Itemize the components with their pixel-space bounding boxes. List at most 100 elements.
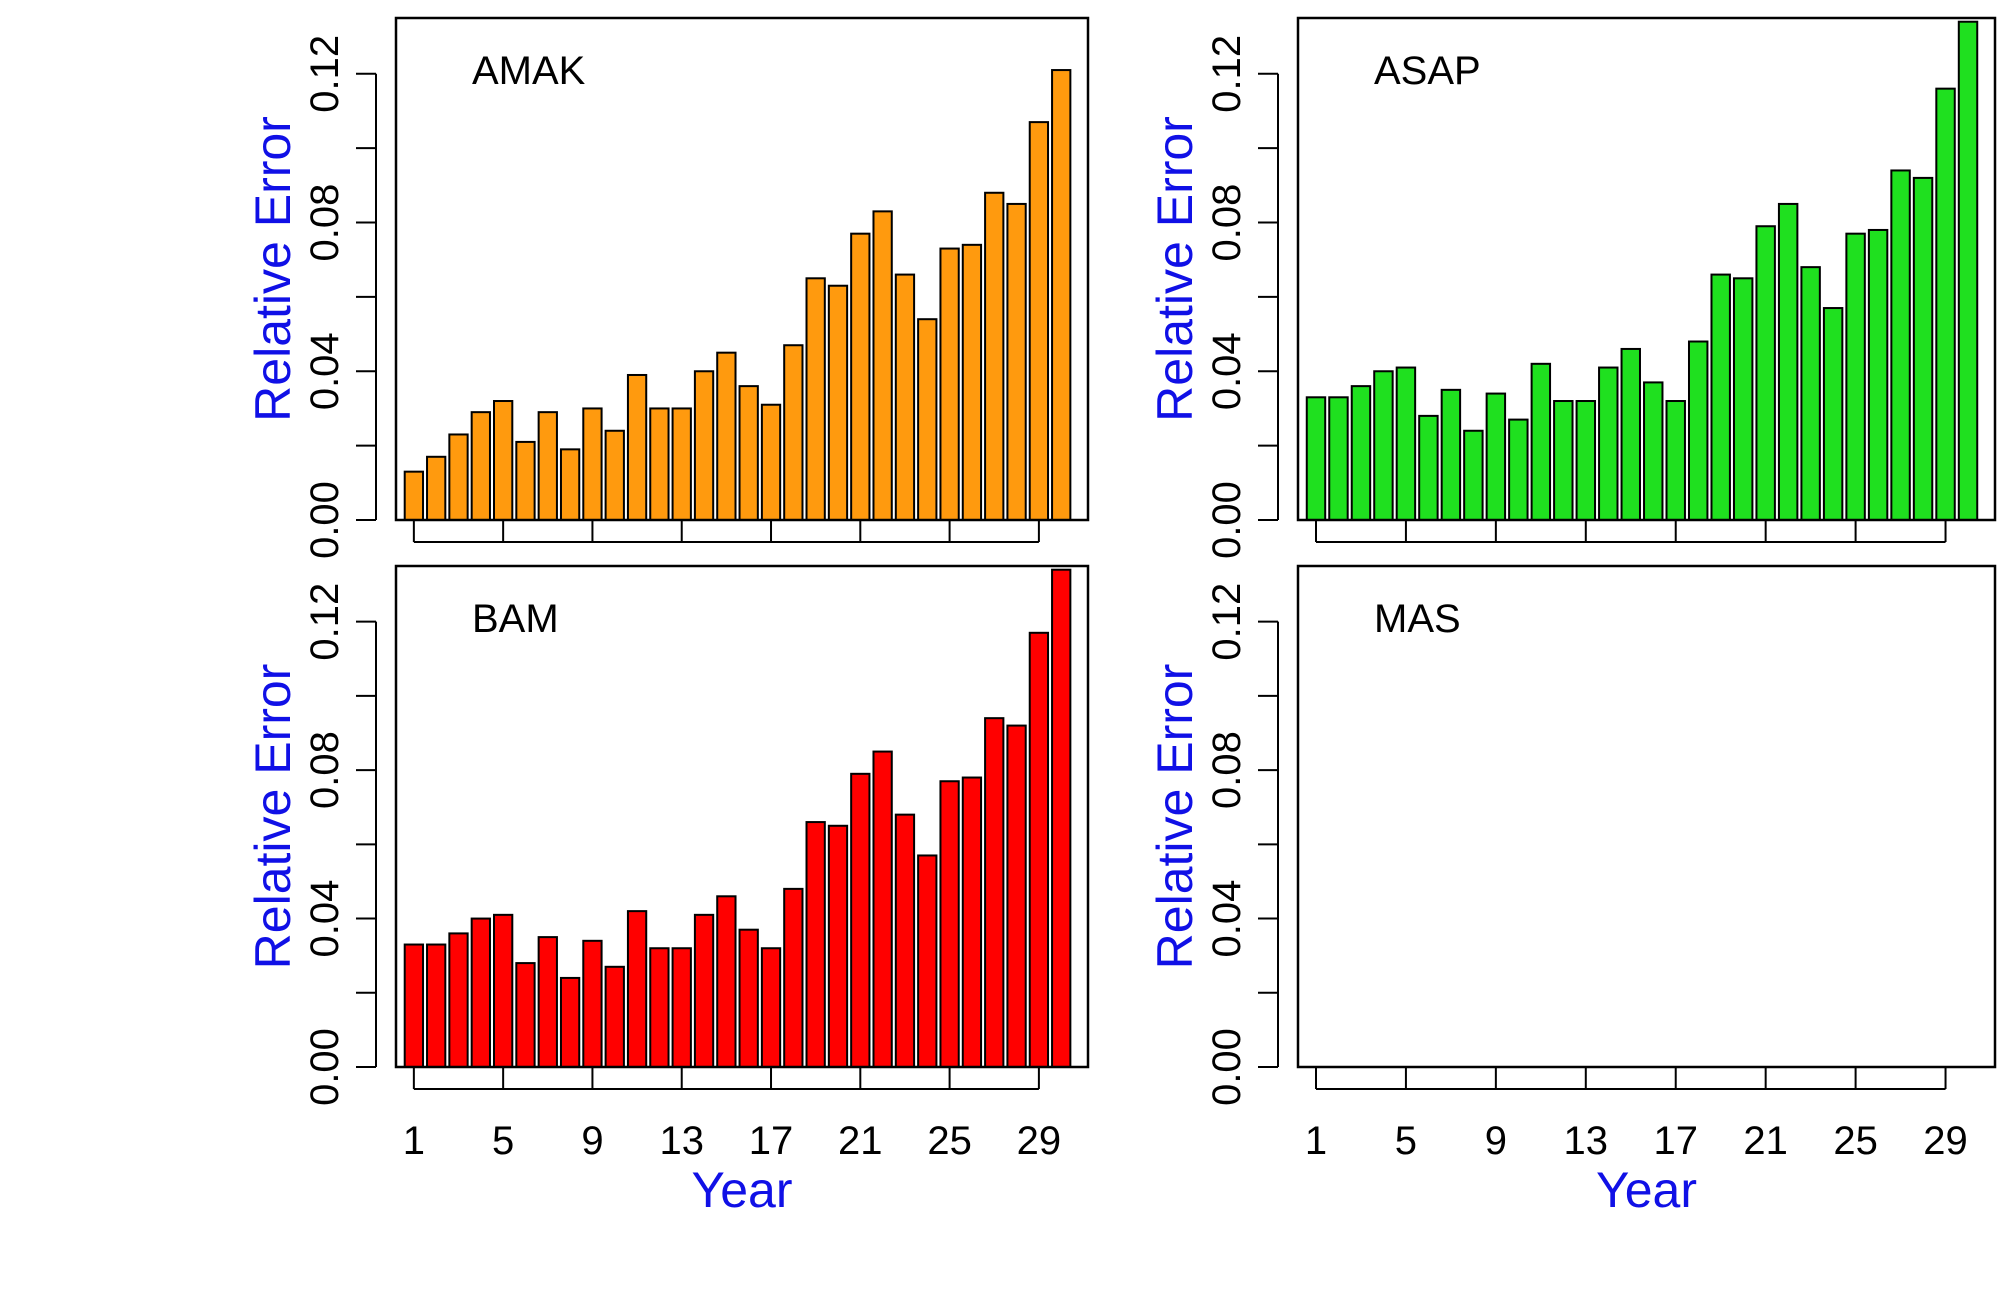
bar bbox=[1575, 400, 1597, 522]
bar bbox=[671, 947, 692, 1068]
bar bbox=[894, 273, 916, 521]
bar bbox=[805, 821, 826, 1068]
bar bbox=[738, 928, 759, 1068]
bar bbox=[961, 243, 983, 522]
bar bbox=[1777, 202, 1799, 521]
y-axis-title: Relative Error bbox=[1147, 116, 1203, 422]
bar bbox=[693, 913, 715, 1069]
bar bbox=[1620, 347, 1641, 522]
bar bbox=[1530, 362, 1552, 521]
bar bbox=[515, 962, 536, 1069]
bar bbox=[1328, 396, 1349, 522]
x-tick-label: 25 bbox=[1833, 1119, 1878, 1163]
plot-frame bbox=[394, 16, 1090, 522]
bar bbox=[827, 824, 849, 1069]
plot-frame bbox=[1296, 564, 1997, 1069]
bar bbox=[1643, 381, 1664, 521]
bar bbox=[604, 429, 625, 522]
bar bbox=[716, 895, 737, 1068]
plot-frame bbox=[1296, 16, 1997, 522]
x-tick-label: 1 bbox=[403, 1119, 425, 1163]
bar bbox=[760, 403, 782, 522]
y-tick-label: 0.08 bbox=[1205, 731, 1249, 809]
bar bbox=[1957, 20, 1979, 521]
bar bbox=[783, 344, 804, 522]
y-tick-label: 0.00 bbox=[303, 1028, 347, 1106]
plot-frame bbox=[394, 564, 1090, 1069]
bar bbox=[626, 373, 648, 522]
bar bbox=[515, 440, 536, 521]
bar bbox=[1350, 385, 1372, 521]
bar bbox=[448, 433, 469, 521]
bar bbox=[1305, 396, 1327, 522]
bar bbox=[1028, 631, 1050, 1068]
y-axis-title: Relative Error bbox=[245, 664, 301, 970]
y-axis-title: Relative Error bbox=[1147, 664, 1203, 970]
bar bbox=[850, 232, 871, 521]
y-tick-label: 0.12 bbox=[303, 35, 347, 113]
bar bbox=[961, 776, 983, 1069]
y-tick-label: 0.12 bbox=[303, 583, 347, 661]
y-tick-label: 0.04 bbox=[303, 332, 347, 410]
x-tick-label: 13 bbox=[1564, 1119, 1609, 1163]
bar bbox=[604, 965, 625, 1068]
panel-mas: 0.00 0.04 0.08 0.12 1 5 9 13 17 21 25 29 Relative Er… bbox=[1147, 564, 1997, 1218]
bar bbox=[984, 717, 1005, 1068]
bar bbox=[1028, 121, 1050, 522]
bar bbox=[403, 943, 425, 1069]
bar bbox=[649, 407, 670, 521]
bar bbox=[403, 470, 425, 522]
bar bbox=[1485, 392, 1507, 522]
bar bbox=[1051, 69, 1072, 521]
bar bbox=[537, 936, 558, 1068]
bar bbox=[1732, 277, 1754, 521]
x-tick-label: 17 bbox=[1653, 1119, 1698, 1163]
bar bbox=[872, 210, 893, 522]
y-tick-label: 0.08 bbox=[303, 731, 347, 809]
bar bbox=[939, 780, 960, 1068]
bar bbox=[1710, 273, 1731, 521]
bar bbox=[582, 939, 603, 1069]
x-tick-label: 9 bbox=[581, 1119, 603, 1163]
bar bbox=[1912, 176, 1934, 521]
x-tick-label: 25 bbox=[927, 1119, 972, 1163]
bar bbox=[1508, 418, 1529, 522]
x-axis-title: Year bbox=[1596, 1162, 1697, 1218]
bar bbox=[917, 854, 938, 1068]
panel-label-mas: MAS bbox=[1374, 597, 1461, 641]
y-tick-label: 0.00 bbox=[1205, 481, 1249, 559]
y-tick-label: 0.12 bbox=[1205, 583, 1249, 661]
y-tick-label: 0.04 bbox=[1205, 880, 1249, 958]
bar bbox=[649, 947, 670, 1068]
bar bbox=[716, 351, 737, 522]
y-tick-label: 0.04 bbox=[303, 880, 347, 958]
bar bbox=[426, 455, 447, 522]
panel-label-amak: AMAK bbox=[472, 49, 586, 93]
bar bbox=[1665, 400, 1686, 522]
x-tick-label: 5 bbox=[1395, 1119, 1417, 1163]
bar bbox=[1006, 724, 1027, 1069]
y-tick-label: 0.04 bbox=[1205, 332, 1249, 410]
bar bbox=[917, 318, 938, 522]
bar bbox=[1845, 232, 1866, 521]
bar bbox=[783, 887, 804, 1068]
bar bbox=[738, 385, 759, 521]
x-tick-label: 13 bbox=[659, 1119, 704, 1163]
bar bbox=[1890, 169, 1911, 522]
bar bbox=[470, 411, 491, 521]
x-tick-label: 29 bbox=[1923, 1119, 1968, 1163]
bar bbox=[872, 750, 893, 1068]
bar bbox=[1418, 414, 1439, 522]
bar bbox=[1553, 400, 1574, 522]
bar bbox=[1006, 202, 1027, 521]
bar bbox=[1822, 307, 1844, 522]
y-tick-label: 0.00 bbox=[303, 481, 347, 559]
panel-label-bam: BAM bbox=[472, 597, 559, 641]
y-tick-label: 0.08 bbox=[303, 184, 347, 262]
bar bbox=[827, 284, 849, 522]
bar bbox=[1687, 340, 1709, 522]
bar bbox=[1395, 366, 1417, 522]
